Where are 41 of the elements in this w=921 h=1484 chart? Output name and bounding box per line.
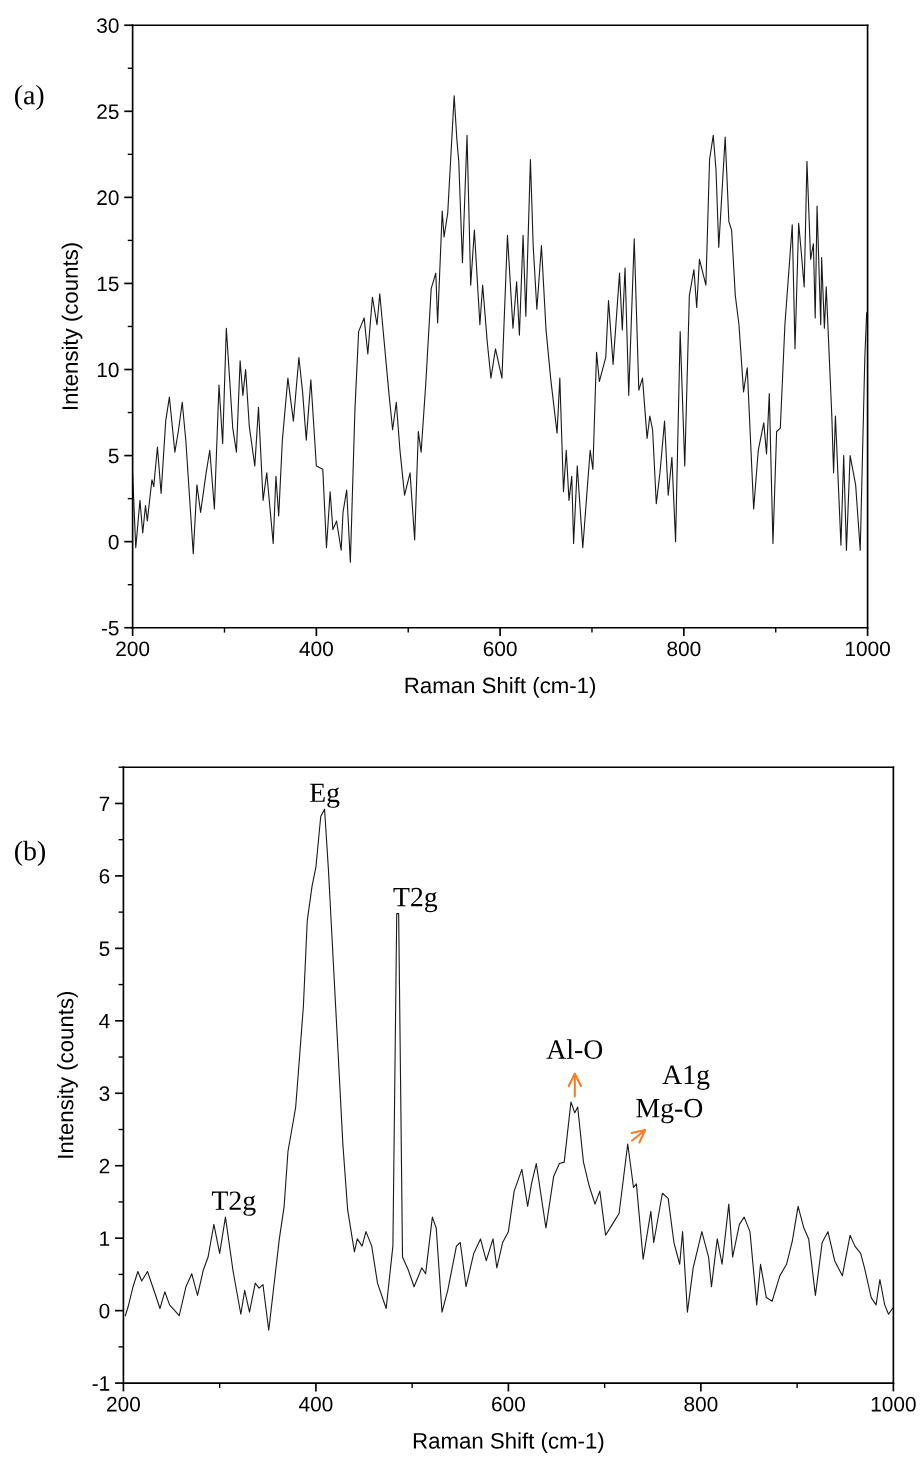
line-series bbox=[132, 95, 868, 563]
annotation: T2g bbox=[211, 1191, 256, 1216]
text: (b) bbox=[15, 840, 45, 867]
x-tick-label: 200 bbox=[116, 641, 150, 657]
line-series bbox=[124, 808, 893, 1331]
annotation: T2g bbox=[393, 887, 438, 913]
y-tick-label: 15 bbox=[97, 276, 119, 292]
x-tick-label: 800 bbox=[667, 641, 701, 657]
y-axis-title: Intensity (counts) bbox=[57, 991, 78, 1158]
text: (a) bbox=[15, 84, 44, 111]
y-tick-label: 2 bbox=[99, 1158, 110, 1174]
x-tick-label: 800 bbox=[684, 1396, 718, 1412]
annotation: Mg-O bbox=[636, 1098, 703, 1124]
x-tick-label: 1000 bbox=[871, 1396, 916, 1412]
y-tick-label: 30 bbox=[97, 18, 119, 33]
y-tick-label: 5 bbox=[108, 448, 119, 464]
y-tick-label: 0 bbox=[108, 534, 119, 550]
x-tick-label: 600 bbox=[492, 1396, 525, 1412]
x-tick-label: 600 bbox=[483, 641, 517, 657]
x-tick-label: 1000 bbox=[846, 641, 890, 657]
x-tick-label: 200 bbox=[107, 1396, 140, 1412]
annotation: Eg bbox=[309, 783, 340, 808]
x-tick-label: 400 bbox=[299, 641, 333, 657]
y-tick-label: 5 bbox=[99, 941, 110, 957]
y-tick-label: 3 bbox=[99, 1086, 110, 1102]
annotation: A1g bbox=[662, 1065, 710, 1090]
y-tick-label: -1 bbox=[92, 1376, 110, 1391]
x-tick-label: 400 bbox=[299, 1396, 333, 1412]
y-tick-label: -5 bbox=[101, 620, 119, 636]
y-tick-label: 20 bbox=[97, 190, 119, 206]
y-axis-title: Intensity (counts) bbox=[61, 243, 83, 410]
x-axis-title: Raman Shift (cm-1) bbox=[413, 1432, 604, 1454]
y-tick-label: 1 bbox=[100, 1231, 110, 1246]
y-tick-label: 7 bbox=[99, 796, 110, 811]
annotation: Al-O bbox=[546, 1039, 603, 1059]
y-tick-label: 4 bbox=[99, 1014, 110, 1029]
x-axis-title: Raman Shift (cm-1) bbox=[405, 677, 596, 698]
y-tick-label: 0 bbox=[99, 1303, 110, 1319]
y-tick-label: 10 bbox=[97, 362, 119, 378]
y-tick-label: 25 bbox=[97, 104, 119, 120]
y-tick-label: 6 bbox=[99, 868, 110, 884]
